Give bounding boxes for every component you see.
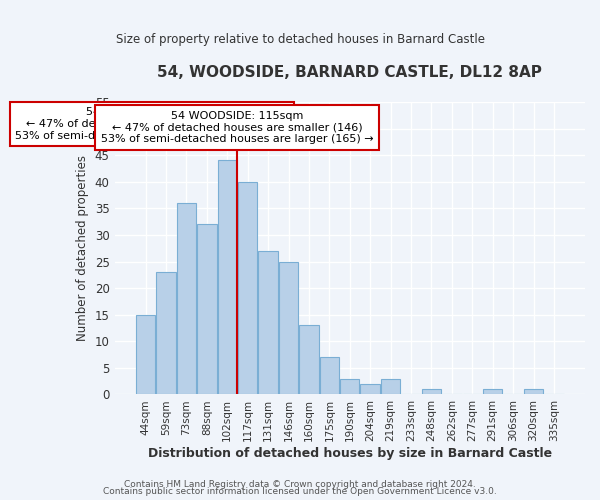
Bar — [340, 378, 359, 394]
Bar — [279, 262, 298, 394]
Bar — [381, 378, 400, 394]
Text: Contains HM Land Registry data © Crown copyright and database right 2024.: Contains HM Land Registry data © Crown c… — [124, 480, 476, 489]
Bar — [299, 326, 319, 394]
Y-axis label: Number of detached properties: Number of detached properties — [76, 155, 89, 341]
Bar — [259, 251, 278, 394]
Bar — [524, 389, 543, 394]
Bar — [483, 389, 502, 394]
Bar — [197, 224, 217, 394]
Text: Size of property relative to detached houses in Barnard Castle: Size of property relative to detached ho… — [115, 32, 485, 46]
Bar — [218, 160, 237, 394]
Title: 54, WOODSIDE, BARNARD CASTLE, DL12 8AP: 54, WOODSIDE, BARNARD CASTLE, DL12 8AP — [157, 65, 542, 80]
Text: Contains public sector information licensed under the Open Government Licence v3: Contains public sector information licen… — [103, 487, 497, 496]
Bar — [157, 272, 176, 394]
Bar — [320, 357, 339, 395]
Text: 54 WOODSIDE: 115sqm
← 47% of detached houses are smaller (146)
53% of semi-detac: 54 WOODSIDE: 115sqm ← 47% of detached ho… — [101, 111, 373, 144]
Bar — [177, 203, 196, 394]
Bar — [361, 384, 380, 394]
Bar — [136, 314, 155, 394]
Text: 54 WOODSIDE: 115sqm
← 47% of detached houses are smaller (146)
53% of semi-detac: 54 WOODSIDE: 115sqm ← 47% of detached ho… — [16, 108, 288, 140]
Bar — [422, 389, 441, 394]
X-axis label: Distribution of detached houses by size in Barnard Castle: Distribution of detached houses by size … — [148, 447, 552, 460]
Bar — [238, 182, 257, 394]
